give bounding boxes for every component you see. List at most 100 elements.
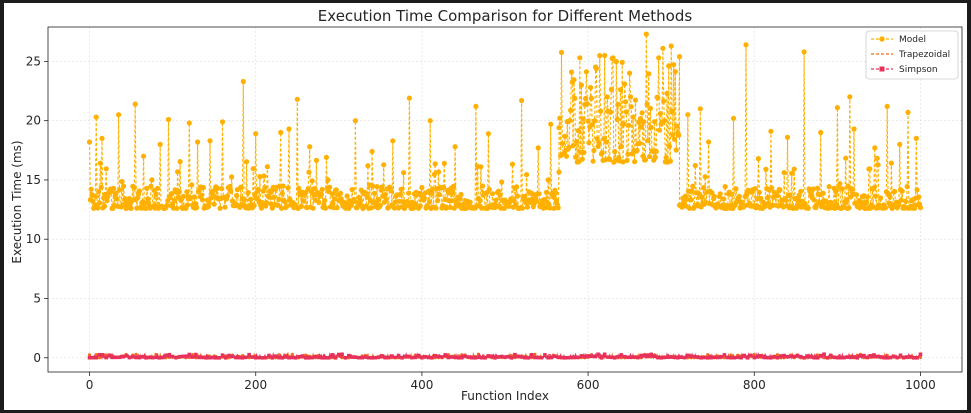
model-point	[843, 197, 850, 203]
simpson-point	[234, 355, 238, 360]
trapezoidal-point	[775, 353, 780, 357]
model-point	[685, 112, 691, 118]
model-point	[99, 135, 105, 141]
simpson-point	[134, 355, 138, 360]
simpson-point	[330, 353, 334, 357]
simpson-point	[430, 356, 434, 360]
simpson-point	[466, 355, 471, 359]
trapezoidal-point	[752, 352, 756, 356]
model-point	[253, 131, 259, 137]
model-point	[128, 205, 134, 211]
model-point	[864, 194, 870, 200]
simpson-point	[509, 356, 514, 360]
simpson-point	[180, 354, 185, 359]
model-point	[251, 202, 257, 209]
simpson-point	[460, 355, 464, 360]
simpson-point	[257, 355, 261, 360]
simpson-point	[915, 356, 919, 360]
simpson-point	[420, 355, 424, 360]
simpson-point	[214, 356, 218, 360]
simpson-point	[87, 355, 92, 360]
model-point	[904, 184, 910, 190]
model-point	[598, 108, 604, 114]
simpson-point	[549, 355, 554, 360]
model-point	[846, 205, 852, 211]
model-point	[618, 143, 624, 150]
model-point	[276, 196, 282, 202]
model-point	[337, 190, 344, 196]
simpson-point	[812, 355, 816, 360]
simpson-point	[303, 356, 308, 360]
model-point	[647, 105, 654, 111]
model-point	[610, 55, 616, 61]
model-point	[131, 185, 137, 191]
model-point	[593, 65, 600, 72]
legend-simpson-marker	[879, 66, 885, 72]
model-point	[873, 193, 879, 199]
simpson-point	[489, 354, 494, 358]
model-point	[652, 154, 659, 160]
model-point	[556, 125, 562, 131]
simpson-point	[503, 355, 507, 359]
simpson-point	[802, 356, 806, 360]
model-point	[568, 107, 574, 113]
simpson-point	[240, 356, 245, 360]
simpson-point	[486, 354, 491, 358]
model-point	[352, 118, 358, 124]
model-point	[278, 205, 285, 211]
chart-title: Execution Time Comparison for Different …	[318, 7, 693, 25]
model-point	[266, 194, 272, 200]
simpson-point	[533, 355, 537, 360]
simpson-point	[775, 355, 780, 360]
model-point	[884, 103, 890, 109]
simpson-point	[124, 354, 128, 358]
model-point	[206, 200, 212, 206]
model-point	[514, 184, 520, 190]
simpson-point	[848, 355, 853, 360]
simpson-point	[749, 353, 753, 358]
model-point	[656, 55, 662, 61]
simpson-point	[573, 355, 577, 360]
model-point	[364, 194, 370, 200]
model-point	[97, 160, 103, 166]
model-point	[874, 155, 880, 161]
simpson-point	[470, 355, 474, 360]
model-point	[441, 160, 447, 166]
simpson-point	[436, 354, 441, 359]
model-point	[271, 194, 277, 200]
model-point	[121, 183, 127, 189]
model-point	[607, 109, 614, 115]
simpson-point	[137, 355, 142, 360]
model-point	[175, 169, 181, 175]
model-point	[671, 62, 677, 68]
model-point	[189, 182, 195, 188]
model-point	[330, 200, 336, 206]
model-point	[666, 63, 672, 69]
model-point	[116, 112, 122, 118]
simpson-point	[396, 353, 401, 358]
legend: Model Trapezoidal Simpson	[865, 30, 959, 80]
simpson-point	[450, 355, 454, 359]
simpson-point	[769, 356, 773, 360]
model-point	[382, 192, 388, 198]
model-point	[871, 185, 877, 191]
y-tick-label: 5	[33, 291, 41, 305]
model-point	[136, 188, 142, 194]
model-point	[720, 196, 727, 202]
simpson-point	[293, 356, 298, 360]
model-point	[765, 200, 772, 206]
simpson-point	[626, 355, 630, 360]
model-point	[316, 199, 322, 205]
simpson-point	[230, 354, 235, 359]
simpson-point	[795, 353, 800, 358]
model-point	[637, 116, 644, 122]
model-point	[916, 194, 922, 200]
model-point	[853, 192, 860, 198]
model-point	[702, 174, 708, 180]
model-point	[613, 59, 619, 65]
model-point	[619, 59, 625, 65]
simpson-point	[709, 355, 713, 360]
simpson-point	[383, 355, 388, 360]
model-point	[627, 94, 634, 100]
model-point	[114, 196, 120, 202]
